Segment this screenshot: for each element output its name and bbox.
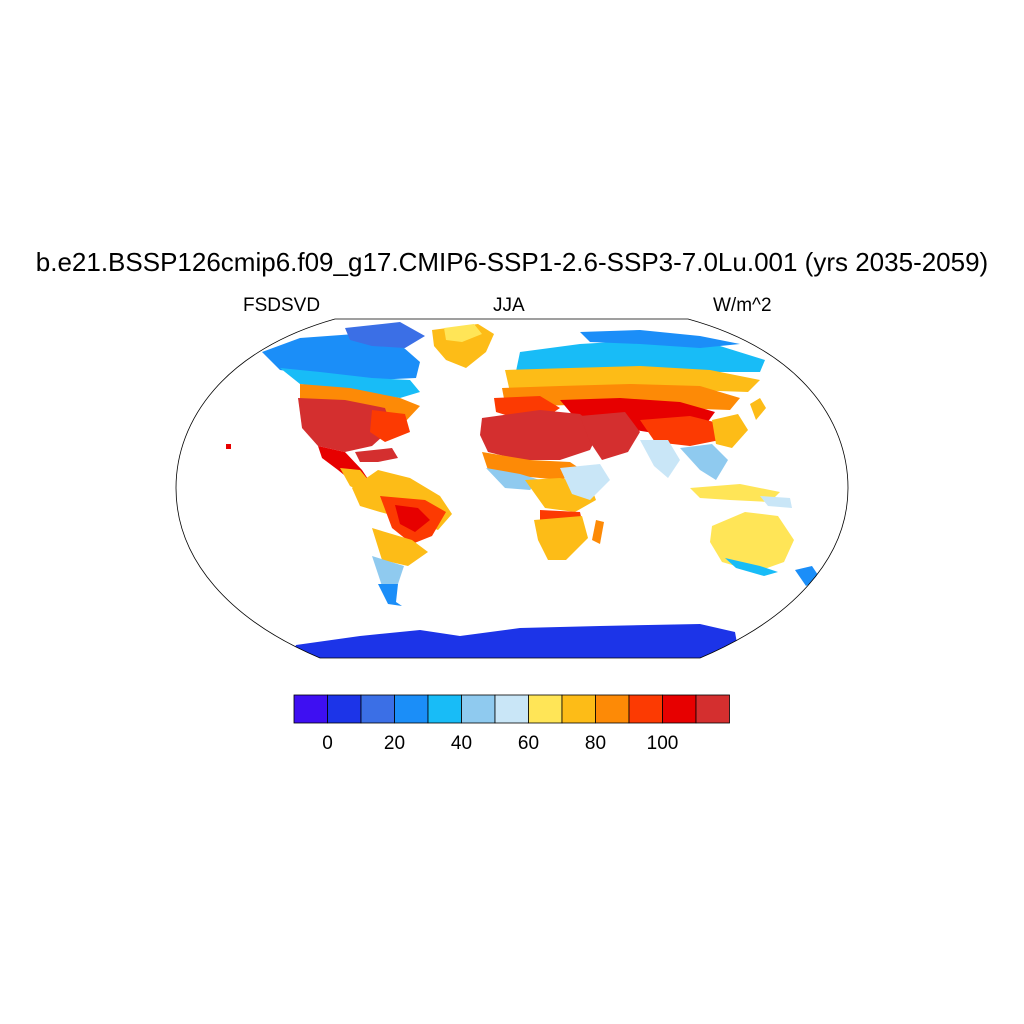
region-eurasia-arctic — [515, 340, 765, 376]
region-japan — [750, 398, 766, 420]
colorbar-box — [394, 694, 429, 724]
region-caribbean — [355, 448, 398, 462]
colorbar-box — [360, 694, 395, 724]
colorbar-box — [293, 694, 328, 724]
variable-label: FSDSVD — [243, 295, 321, 316]
region-antarctica — [290, 624, 740, 658]
region-east-africa — [560, 464, 610, 500]
colorbar-box — [695, 694, 730, 724]
region-east-china — [712, 414, 748, 448]
region-australia-south — [725, 558, 778, 576]
region-arabia — [580, 412, 640, 460]
colorbar-tick-label: 40 — [451, 733, 472, 754]
region-north-america-arctic-islands — [345, 322, 425, 348]
region-new-guinea — [760, 496, 792, 508]
colorbar-tick-label: 80 — [585, 733, 606, 754]
region-sahara — [480, 410, 600, 460]
region-usa-east — [370, 410, 410, 442]
map-field — [226, 322, 820, 658]
colorbar-box — [628, 694, 663, 724]
units-label: W/m^2 — [713, 295, 772, 316]
colorbar-box — [327, 694, 362, 724]
region-hawaii — [226, 444, 231, 449]
colorbar-boxes — [293, 694, 730, 724]
colorbar-box — [494, 694, 529, 724]
region-eurasia-arctic-coast — [580, 330, 740, 348]
colorbar-tick-label: 20 — [384, 733, 405, 754]
colorbar-box — [662, 694, 697, 724]
region-southern-africa — [534, 516, 588, 560]
region-maritime-continent — [690, 484, 780, 502]
region-tibet-china — [640, 416, 722, 446]
colorbar-labels: 0 20 40 60 80 100 — [322, 733, 678, 754]
colorbar-tick-label: 100 — [647, 733, 679, 754]
colorbar-box — [427, 694, 462, 724]
region-madagascar — [592, 520, 604, 544]
globe-outline — [175, 318, 849, 659]
region-southeast-asia — [680, 444, 728, 480]
region-usa — [298, 398, 392, 452]
season-label: JJA — [493, 295, 525, 316]
region-south-america-south — [372, 556, 404, 586]
colorbar-box — [528, 694, 563, 724]
region-south-america-hot — [395, 505, 430, 532]
region-north-america-subarctic — [280, 368, 420, 398]
region-australia — [710, 512, 794, 572]
colorbar-tick-label: 0 — [322, 733, 333, 754]
colorbar-box — [461, 694, 496, 724]
region-eurasia-taiga — [505, 366, 760, 392]
colorbar-box — [561, 694, 596, 724]
colorbar-tick-label: 60 — [518, 733, 539, 754]
region-greenland-north — [444, 324, 482, 342]
region-patagonia — [378, 584, 402, 606]
figure-title: b.e21.BSSP126cmip6.f09_g17.CMIP6-SSP1-2.… — [35, 247, 989, 277]
colorbar-box — [595, 694, 630, 724]
region-south-america-mid — [372, 528, 428, 566]
region-india — [640, 440, 680, 478]
region-west-africa — [486, 468, 540, 490]
